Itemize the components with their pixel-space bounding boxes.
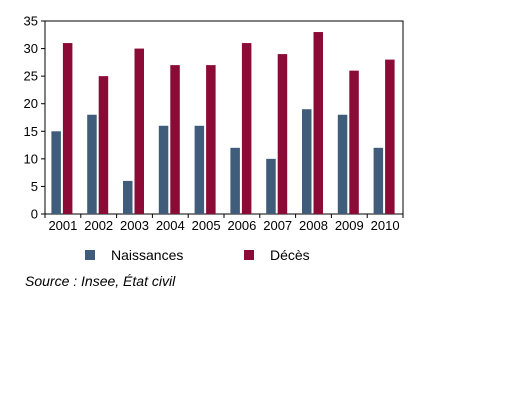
bar-dcs-2006 [241,43,252,214]
x-tick-label: 2006 [227,218,256,233]
legend-label-naissances: Naissances [111,247,184,263]
y-tick-label: 0 [31,207,38,222]
y-tick-label: 5 [31,179,38,194]
bar-dcs-2010 [385,59,395,214]
y-tick-label: 10 [24,151,38,166]
bar-naissances-2006 [230,147,240,214]
bar-dcs-2003 [134,48,144,215]
x-tick-label: 2004 [156,218,185,233]
x-tick-labels: 2001 2002 2003 2004 2005 2006 2007 2008 2009 2010 [44,214,404,233]
y-tick-label: 35 [24,14,38,29]
y-tick-label: 30 [24,41,38,56]
y-tick-labels: 0 5 10 15 20 25 30 35 [24,14,45,222]
bar-dcs-2009 [349,70,359,214]
x-tick-label: 2009 [335,218,364,233]
x-tick-label: 2005 [192,218,221,233]
source-note: Source : Insee, État civil [25,273,176,289]
y-tick-label: 15 [24,124,38,139]
bar-dcs-2001 [62,43,73,214]
x-tick-label: 2001 [48,218,77,233]
legend-swatch-deces [244,250,254,260]
bar-naissances-2001 [51,131,61,214]
bar-dcs-2005 [206,65,216,214]
bar-naissances-2003 [123,180,133,214]
x-tick-label: 2002 [84,218,113,233]
legend-item-naissances: Naissances [85,247,183,263]
bar-dcs-2004 [170,65,180,214]
legend-swatch-naissances [85,250,95,260]
x-tick-label: 2003 [120,218,149,233]
bars [51,32,395,215]
legend-item-deces: Décès [244,247,310,263]
bar-dcs-2008 [313,32,323,215]
y-tick-label: 20 [24,96,38,111]
bar-naissances-2005 [194,125,205,214]
x-tick-label: 2008 [299,218,328,233]
bar-naissances-2008 [302,109,312,214]
legend-label-deces: Décès [270,247,310,263]
x-tick-label: 2007 [263,218,292,233]
bar-naissances-2010 [373,147,384,214]
bar-dcs-2007 [277,54,288,215]
bar-naissances-2004 [158,125,169,214]
bar-naissances-2009 [337,114,348,214]
bar-naissances-2002 [87,114,97,214]
y-tick-label: 25 [24,69,38,84]
x-tick-label: 2010 [371,218,400,233]
bar-dcs-2002 [98,76,109,215]
bar-naissances-2007 [266,158,276,214]
